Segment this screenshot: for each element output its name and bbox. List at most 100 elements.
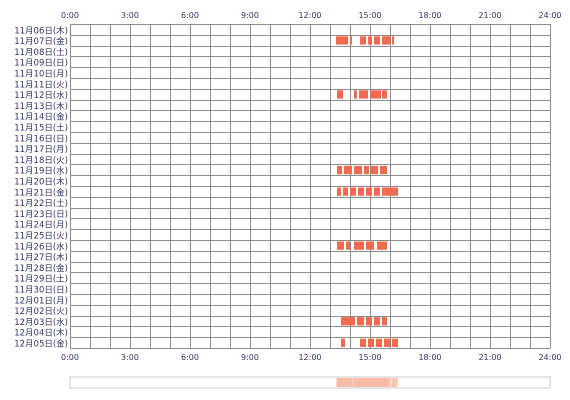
- activity-bar: [337, 187, 341, 196]
- activity-bar: [344, 165, 352, 175]
- x-tick-label-top: 0:00: [61, 11, 79, 20]
- activity-bar: [343, 187, 348, 196]
- x-tick-label-top: 9:00: [241, 11, 259, 20]
- x-tick-label-bottom: 21:00: [478, 353, 501, 362]
- activity-bar: [384, 338, 390, 347]
- activity-bar: [392, 338, 398, 347]
- row-label: 11月25日(火): [14, 232, 68, 242]
- x-tick-label-bottom: 18:00: [418, 353, 441, 362]
- activity-bar: [382, 317, 387, 326]
- row-label: 11月14日(金): [14, 112, 68, 123]
- x-tick-label-bottom: 9:00: [241, 353, 259, 362]
- row-label: 11月09日(日): [14, 59, 68, 69]
- activity-bar: [366, 317, 372, 326]
- row-label: 12月03日(水): [14, 317, 68, 328]
- activity-bar: [360, 36, 366, 45]
- activity-bar: [368, 338, 374, 347]
- activity-bar: [350, 36, 352, 45]
- row-label: 11月19日(水): [14, 166, 68, 177]
- summary-bar: [341, 378, 345, 387]
- x-tick-label-bottom: 3:00: [121, 353, 139, 362]
- activity-bar: [360, 338, 366, 347]
- summary-strip: [69, 376, 551, 389]
- activity-bar: [380, 165, 387, 175]
- row-label: 11月27日(木): [14, 252, 68, 263]
- activity-bar: [374, 187, 380, 196]
- x-tick-label-top: 12:00: [298, 11, 321, 20]
- activity-bar: [337, 165, 342, 175]
- row-label: 11月23日(日): [14, 210, 68, 220]
- activity-bar: [359, 90, 368, 99]
- row-label: 11月28日(金): [14, 263, 68, 274]
- row-label: 11月24日(月): [14, 221, 68, 231]
- activity-bar: [336, 36, 348, 45]
- summary-bar: [392, 378, 398, 387]
- x-tick-label-top: 24:00: [538, 11, 561, 20]
- activity-bar: [357, 317, 364, 326]
- x-tick-label-bottom: 12:00: [298, 353, 321, 362]
- activity-bar: [358, 187, 364, 196]
- summary-bar: [368, 378, 374, 387]
- row-label: 12月01日(月): [14, 296, 68, 306]
- activity-bar: [392, 36, 394, 45]
- x-tick-label-bottom: 24:00: [538, 353, 561, 362]
- activity-bar: [354, 90, 357, 99]
- summary-bar: [376, 378, 382, 387]
- row-label: 11月10日(月): [14, 70, 68, 80]
- row-label: 11月06日(木): [14, 25, 68, 36]
- row-label: 11月12日(水): [14, 90, 68, 101]
- activity-bar: [382, 90, 387, 99]
- activity-bar: [341, 338, 345, 347]
- row-label: 11月16日(日): [14, 134, 68, 144]
- row-label: 11月26日(水): [14, 241, 68, 252]
- activity-bar: [366, 187, 372, 196]
- row-label: 11月13日(木): [14, 101, 68, 112]
- activity-bar: [341, 317, 355, 326]
- row-label: 11月17日(月): [14, 145, 68, 155]
- x-tick-label-top: 21:00: [478, 11, 501, 20]
- activity-bar: [337, 241, 344, 250]
- x-tick-label-top: 3:00: [121, 11, 139, 20]
- x-tick-label-bottom: 0:00: [61, 353, 79, 362]
- activity-bar: [371, 165, 378, 175]
- activity-bar: [382, 187, 398, 196]
- row-label: 11月18日(火): [14, 156, 68, 166]
- row-label: 11月29日(土): [14, 274, 68, 285]
- activity-bar: [374, 317, 380, 326]
- row-label: 11月30日(日): [14, 286, 68, 296]
- activity-bar: [374, 36, 380, 45]
- x-tick-label-top: 15:00: [358, 11, 381, 20]
- activity-bar: [368, 36, 372, 45]
- x-tick-label-top: 18:00: [418, 11, 441, 20]
- activity-bar: [354, 165, 362, 175]
- row-label: 11月07日(金): [14, 36, 68, 47]
- summary-bar: [360, 378, 366, 387]
- row-label: 12月02日(火): [14, 307, 68, 317]
- row-label: 11月22日(土): [14, 198, 68, 209]
- activity-bar: [337, 90, 343, 99]
- activity-bar: [377, 241, 387, 250]
- row-label: 11月11日(火): [14, 80, 68, 90]
- row-label: 12月05日(金): [14, 339, 68, 350]
- activity-bar: [382, 36, 390, 45]
- activity-bar: [364, 165, 369, 175]
- activity-bar: [376, 338, 382, 347]
- x-tick-label-bottom: 15:00: [358, 353, 381, 362]
- row-label: 11月08日(土): [14, 47, 68, 58]
- row-label: 11月15日(土): [14, 123, 68, 134]
- x-tick-label-top: 6:00: [181, 11, 199, 20]
- summary-bar: [341, 378, 355, 387]
- activity-bar: [350, 187, 356, 196]
- row-label: 11月21日(金): [14, 187, 68, 198]
- activity-bar: [370, 90, 381, 99]
- row-label: 11月20日(木): [14, 177, 68, 188]
- row-label: 12月04日(木): [14, 328, 68, 339]
- x-tick-label-bottom: 6:00: [181, 353, 199, 362]
- summary-bar: [337, 378, 344, 387]
- summary-bar: [384, 378, 390, 387]
- activity-bar: [346, 241, 350, 250]
- activity-bar: [354, 241, 364, 250]
- activity-bar: [366, 241, 374, 250]
